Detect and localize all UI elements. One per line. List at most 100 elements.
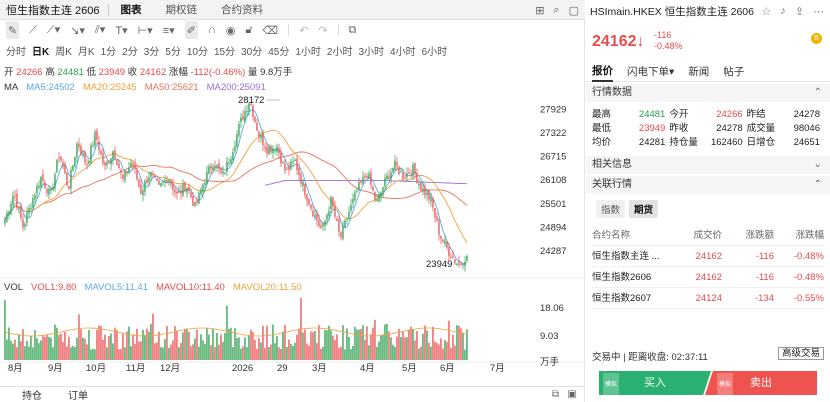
- tab-orders[interactable]: 订单: [68, 391, 88, 402]
- star-icon[interactable]: ☆: [761, 5, 772, 18]
- period-45m[interactable]: 45分: [268, 46, 290, 58]
- tab-contract-info[interactable]: 合约资料: [221, 3, 264, 16]
- draw-icon[interactable]: ✎: [6, 21, 20, 39]
- volume-bar: [202, 340, 204, 360]
- share-icon[interactable]: ⇪: [794, 5, 804, 18]
- volume-bar: [88, 329, 90, 360]
- period-3m[interactable]: 3分: [143, 46, 160, 58]
- period-6h[interactable]: 6小时: [421, 46, 448, 58]
- eye-icon[interactable]: ◉: [225, 24, 236, 37]
- volume-bar: [440, 338, 442, 360]
- fib-icon[interactable]: ≡▾: [162, 24, 175, 37]
- channel-icon[interactable]: ⫽▾: [94, 24, 106, 36]
- seg-futures[interactable]: 期货: [629, 200, 659, 218]
- copy-icon[interactable]: ⧉: [348, 23, 357, 36]
- table-row[interactable]: 恒生指数2607 24124 -134 -0.55%: [592, 288, 824, 309]
- period-1m[interactable]: 1分: [100, 46, 117, 58]
- period-4h[interactable]: 4小时: [390, 46, 416, 58]
- measure-icon[interactable]: ⊢▾: [137, 24, 153, 37]
- period-15m[interactable]: 15分: [213, 46, 236, 58]
- grid-icon[interactable]: ⊞: [535, 4, 545, 17]
- volume-bar: [190, 346, 192, 360]
- eraser-icon[interactable]: ✐: [184, 21, 198, 39]
- layout-icon[interactable]: ⧉: [551, 389, 559, 400]
- mavol-line: [3, 327, 467, 337]
- period-10m[interactable]: 10分: [186, 46, 208, 58]
- volume-bar: [50, 337, 52, 360]
- more-icon[interactable]: ⋯: [813, 5, 824, 18]
- table-cell: 恒生指数2606: [592, 272, 652, 283]
- table-row[interactable]: 恒生指数2606 24162 -116 -0.48%: [592, 267, 824, 288]
- tab-positions[interactable]: 持仓: [22, 391, 42, 402]
- candle-body: [112, 151, 114, 160]
- settings-icon[interactable]: ▣: [567, 389, 577, 400]
- candle-body: [304, 183, 306, 196]
- bell-icon[interactable]: ♪: [780, 5, 786, 17]
- volume-bar: [346, 328, 348, 360]
- candle-body: [256, 122, 258, 131]
- candle-body: [452, 256, 454, 258]
- candle-body: [332, 197, 334, 207]
- tab-option-chain[interactable]: 期权链: [165, 3, 198, 16]
- candle-body: [448, 247, 450, 257]
- volume-bar: [258, 338, 260, 360]
- tab-chart[interactable]: 图表: [120, 3, 142, 16]
- period-1h[interactable]: 1小时: [295, 46, 321, 58]
- volume-bar: [152, 313, 154, 360]
- volume-bar: [130, 346, 132, 360]
- b-badge-icon[interactable]: B: [811, 33, 822, 44]
- period-monthly[interactable]: 月K: [77, 46, 95, 58]
- volume-bar: [410, 326, 412, 360]
- period-intraday[interactable]: 分时: [6, 46, 26, 58]
- redo-icon[interactable]: ↷: [318, 24, 328, 37]
- period-5m[interactable]: 5分: [165, 46, 181, 58]
- volume-bar: [38, 343, 40, 360]
- line-icon[interactable]: ⟋: [29, 23, 37, 36]
- ray-icon[interactable]: ↘▾: [70, 24, 85, 37]
- section-market-data[interactable]: 行情数据 ⌃: [586, 84, 830, 102]
- period-daily[interactable]: 日K: [32, 46, 50, 58]
- stat-label: 昨结: [746, 109, 766, 120]
- tab-flash-order[interactable]: 闪电下单▾: [627, 64, 674, 79]
- section-related-info[interactable]: 相关信息 ⌄: [586, 156, 830, 174]
- text-icon[interactable]: T▾: [115, 24, 128, 37]
- section-related-market[interactable]: 关联行情 ⌃: [586, 176, 830, 194]
- period-2h[interactable]: 2小时: [326, 46, 353, 58]
- volume-bar: [416, 331, 418, 360]
- undo-icon[interactable]: ↶: [299, 24, 309, 37]
- volume-bar: [380, 335, 382, 360]
- trend-line-icon[interactable]: ⟋▾: [46, 24, 61, 36]
- volume-bar: [54, 324, 56, 360]
- candle-body: [292, 161, 294, 163]
- candle-body: [44, 182, 46, 189]
- lock-icon[interactable]: 🔓︎: [245, 23, 253, 36]
- ma50-value: MA50:25621: [144, 82, 199, 93]
- candlestick-chart[interactable]: 27929 27322 26715 26108 25501 24894 24287 18.06…: [0, 0, 585, 386]
- buy-button[interactable]: 模拟 买入: [599, 371, 711, 395]
- candle-body: [352, 199, 354, 204]
- period-30m[interactable]: 30分: [241, 46, 263, 58]
- period-3h[interactable]: 3小时: [358, 46, 385, 58]
- tab-quote[interactable]: 报价: [592, 62, 613, 82]
- tab-posts[interactable]: 帖子: [723, 66, 745, 78]
- table-row[interactable]: 恒生指数主连 ... 24162 -116 -0.48%: [592, 246, 824, 267]
- period-weekly[interactable]: 周K: [55, 46, 72, 58]
- volume-bar: [306, 343, 308, 360]
- maximize-icon[interactable]: ▢: [568, 4, 579, 17]
- seg-index[interactable]: 指数: [596, 200, 626, 218]
- volume-bar: [450, 348, 452, 360]
- search-icon[interactable]: ⌕: [553, 3, 560, 16]
- period-2m[interactable]: 2分: [122, 46, 138, 58]
- candle-body: [198, 192, 200, 204]
- volume-bar: [354, 326, 356, 360]
- pro-order-button[interactable]: 高级交易: [777, 347, 824, 360]
- magnet-icon[interactable]: ∩: [207, 24, 216, 36]
- volume-bar: [110, 333, 112, 360]
- volume-bar: [172, 340, 174, 360]
- candle-body: [432, 197, 434, 208]
- tab-news[interactable]: 新闻: [688, 66, 710, 78]
- candle-body: [446, 242, 448, 248]
- sell-button[interactable]: 模拟 卖出: [705, 371, 817, 395]
- delete-icon[interactable]: ⌫: [262, 24, 279, 37]
- volume-bar: [188, 332, 190, 360]
